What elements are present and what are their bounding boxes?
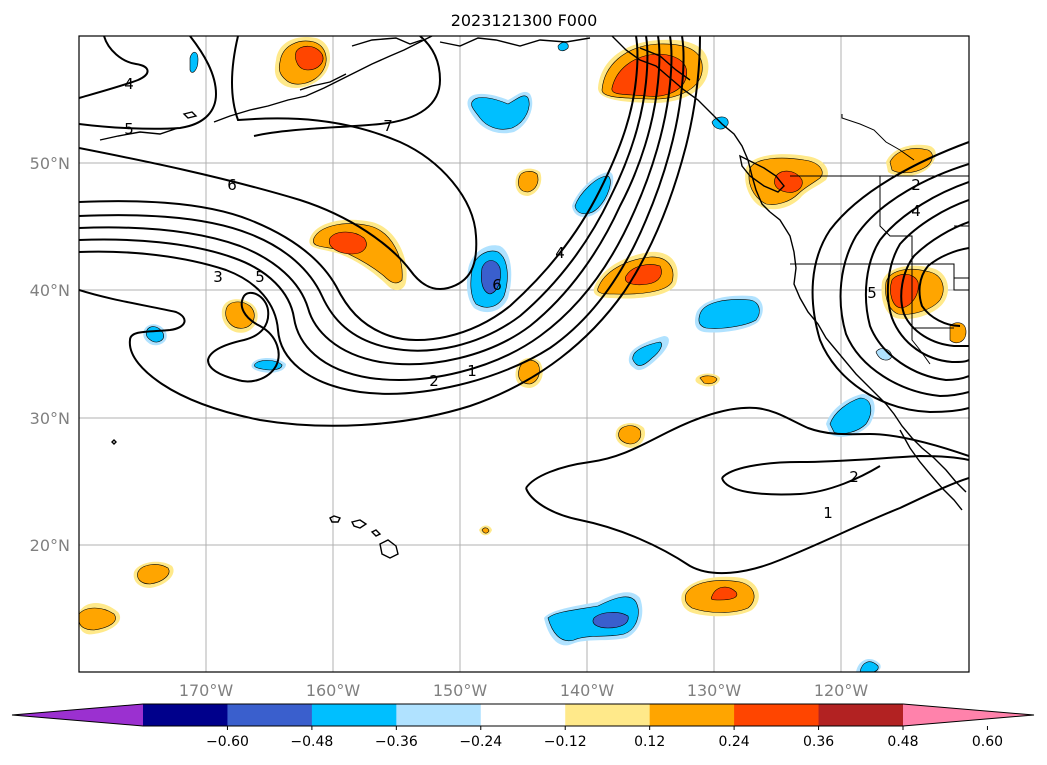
colorbar-tick-label: 0.12 [634, 734, 665, 750]
contour-label: 1 [823, 504, 833, 522]
colorbar-tick-label: 0.24 [719, 734, 750, 750]
contour-label: 1 [467, 362, 477, 380]
colorbar: −0.60 −0.48 −0.36 −0.24 −0.12 0.12 0.24 0.36 0.4… [11, 703, 1035, 750]
contour-label: 4 [911, 202, 921, 220]
colorbar-box [143, 704, 228, 726]
negative-anomaly-shading [143, 42, 893, 672]
colorbar-extend-min [12, 704, 143, 726]
colorbar-box [565, 704, 651, 726]
map-area: 4 5 6 7 3 5 6 4 2 1 2 1 5 4 2 [79, 36, 969, 672]
contour-lines [79, 36, 969, 575]
lat-tick-label: 30°N [30, 409, 70, 428]
lon-tick-label: 140°W [560, 681, 615, 700]
lon-tick-label: 160°W [306, 681, 361, 700]
colorbar-tick-label: 0.48 [887, 734, 918, 750]
colorbar-box [396, 704, 482, 726]
lon-tick-label: 130°W [687, 681, 742, 700]
contour-label: 2 [849, 468, 859, 486]
colorbar-extend-max [903, 704, 1034, 726]
contour-label-group: 4 5 6 7 3 5 6 4 2 1 2 1 5 4 2 [124, 75, 921, 522]
lon-tick-label: 170°W [179, 681, 234, 700]
colorbar-tick-label: −0.48 [290, 734, 333, 750]
contour-label: 6 [227, 176, 237, 194]
colorbar-tick-label: −0.24 [459, 734, 502, 750]
map-frame [78, 35, 970, 673]
colorbar-tick-label: −0.60 [206, 734, 249, 750]
colorbar-box [649, 704, 735, 726]
lat-tick-label: 20°N [30, 536, 70, 555]
colorbar-box [311, 704, 397, 726]
colorbar-tick-label: 0.60 [972, 734, 1003, 750]
colorbar-box [734, 704, 820, 726]
lon-tick-label: 150°W [433, 681, 488, 700]
contour-label: 3 [213, 268, 223, 286]
contour-label: 4 [555, 244, 565, 262]
contour-label: 7 [383, 117, 393, 135]
contour-label: 5 [867, 284, 877, 302]
lat-tick-label: 50°N [30, 154, 70, 173]
graticule [79, 36, 969, 672]
contour-label: 4 [124, 75, 134, 93]
colorbar-tick-label: 0.36 [803, 734, 834, 750]
map-title: 2023121300 F000 [451, 11, 598, 30]
lon-tick-labels: 170°W 160°W 150°W 140°W 130°W 120°W [179, 681, 869, 700]
colorbar-tick-label: −0.36 [375, 734, 418, 750]
colorbar-box [480, 704, 566, 726]
contour-label: 2 [911, 176, 921, 194]
lat-tick-label: 40°N [30, 281, 70, 300]
positive-anomaly-shading [79, 36, 967, 635]
contour-label: 6 [492, 276, 502, 294]
coastlines [99, 36, 967, 559]
contour-label: 5 [255, 268, 265, 286]
colorbar-box [227, 704, 313, 726]
political-boundaries [790, 114, 969, 365]
lat-tick-labels: 50°N 40°N 30°N 20°N [30, 154, 70, 555]
colorbar-box [818, 704, 904, 726]
contour-label: 5 [124, 120, 134, 138]
colorbar-outline [11, 703, 1035, 727]
colorbar-tick-label: −0.12 [544, 734, 587, 750]
lon-tick-label: 120°W [814, 681, 869, 700]
contour-label: 2 [429, 372, 439, 390]
